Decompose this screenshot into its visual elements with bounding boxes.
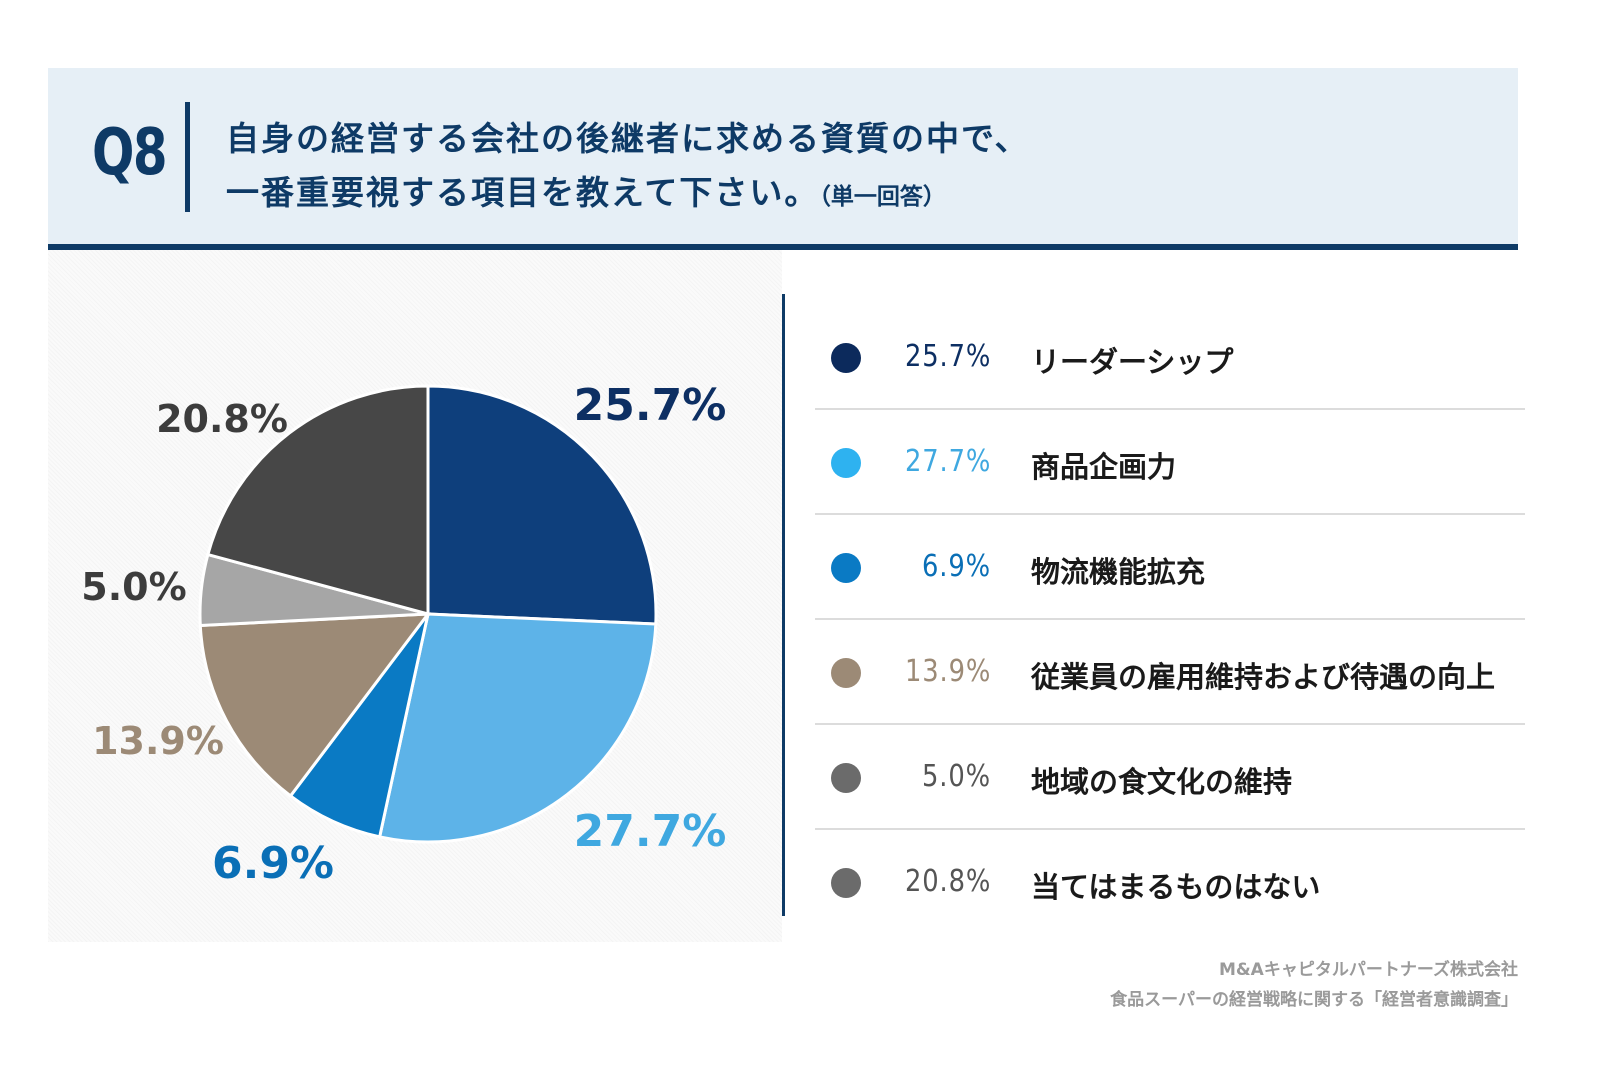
legend-dot: [831, 763, 861, 793]
source-company: M&Aキャピタルパートナーズ株式会社: [1218, 960, 1518, 980]
pie-data-label: 5.0%: [81, 565, 186, 609]
pie-slice: [206, 384, 430, 616]
pie-slice: [198, 612, 432, 798]
question-text: 自身の経営する会社の後継者に求める資質の中で、 一番重要視する項目を教えて下さい…: [226, 112, 1030, 224]
header-divider: [185, 102, 190, 212]
pie-data-label: 13.9%: [92, 719, 224, 763]
question-note: （単一回答）: [819, 184, 946, 210]
legend-dot: [831, 448, 861, 478]
legend-percent: 27.7%: [905, 444, 992, 479]
legend-label: リーダーシップ: [1031, 345, 1234, 379]
legend-item: 20.8% 当てはまるものはない: [815, 830, 1525, 933]
legend-percent: 25.7%: [905, 339, 992, 374]
pie-data-label: 6.9%: [212, 838, 334, 889]
legend-percent: 6.9%: [922, 549, 991, 584]
question-line-2: 一番重要視する項目を教えて下さい。（単一回答）: [226, 166, 1030, 224]
source-survey: 食品スーパーの経営戦略に関する「経営者意識調査」: [1110, 990, 1518, 1010]
legend-dot: [831, 343, 861, 373]
legend-item: 27.7% 商品企画力: [815, 410, 1525, 515]
legend-dot: [831, 553, 861, 583]
legend-item: 5.0% 地域の食文化の維持: [815, 725, 1525, 830]
question-number: Q8: [92, 116, 168, 190]
legend-dot: [831, 658, 861, 688]
legend-label: 地域の食文化の維持: [1031, 765, 1293, 799]
source-credit: M&Aキャピタルパートナーズ株式会社 食品スーパーの経営戦略に関する「経営者意識…: [1110, 955, 1518, 1015]
legend-label: 商品企画力: [1031, 450, 1177, 484]
legend-item: 13.9% 従業員の雇用維持および待遇の向上: [815, 620, 1525, 725]
legend-label: 物流機能拡充: [1031, 555, 1206, 589]
pie-data-label: 25.7%: [574, 380, 727, 431]
pie-data-label: 20.8%: [156, 397, 288, 441]
pie-chart: 25.7% 27.7% 6.9% 13.9% 5.0% 20.8%: [81, 380, 727, 889]
legend-dot: [831, 868, 861, 898]
question-line-1: 自身の経営する会社の後継者に求める資質の中で、: [226, 119, 1030, 158]
legend-label: 従業員の雇用維持および待遇の向上: [1031, 660, 1496, 694]
legend-item: 25.7% リーダーシップ: [815, 305, 1525, 410]
legend-percent: 20.8%: [905, 864, 992, 899]
pie-slice: [377, 612, 658, 844]
legend-percent: 5.0%: [922, 759, 991, 794]
question-line-2-main: 一番重要視する項目を教えて下さい。: [226, 173, 820, 212]
chart-legend-divider: [782, 294, 785, 916]
legend: 25.7% リーダーシップ 27.7% 商品企画力 6.9% 物流機能拡充 13…: [815, 305, 1525, 933]
legend-percent: 13.9%: [905, 654, 992, 689]
pie-data-label: 27.7%: [574, 806, 727, 857]
question-header: Q8 自身の経営する会社の後継者に求める資質の中で、 一番重要視する項目を教えて…: [48, 68, 1518, 250]
pie-slice: [426, 384, 658, 626]
legend-label: 当てはまるものはない: [1031, 870, 1321, 904]
legend-item: 6.9% 物流機能拡充: [815, 515, 1525, 620]
